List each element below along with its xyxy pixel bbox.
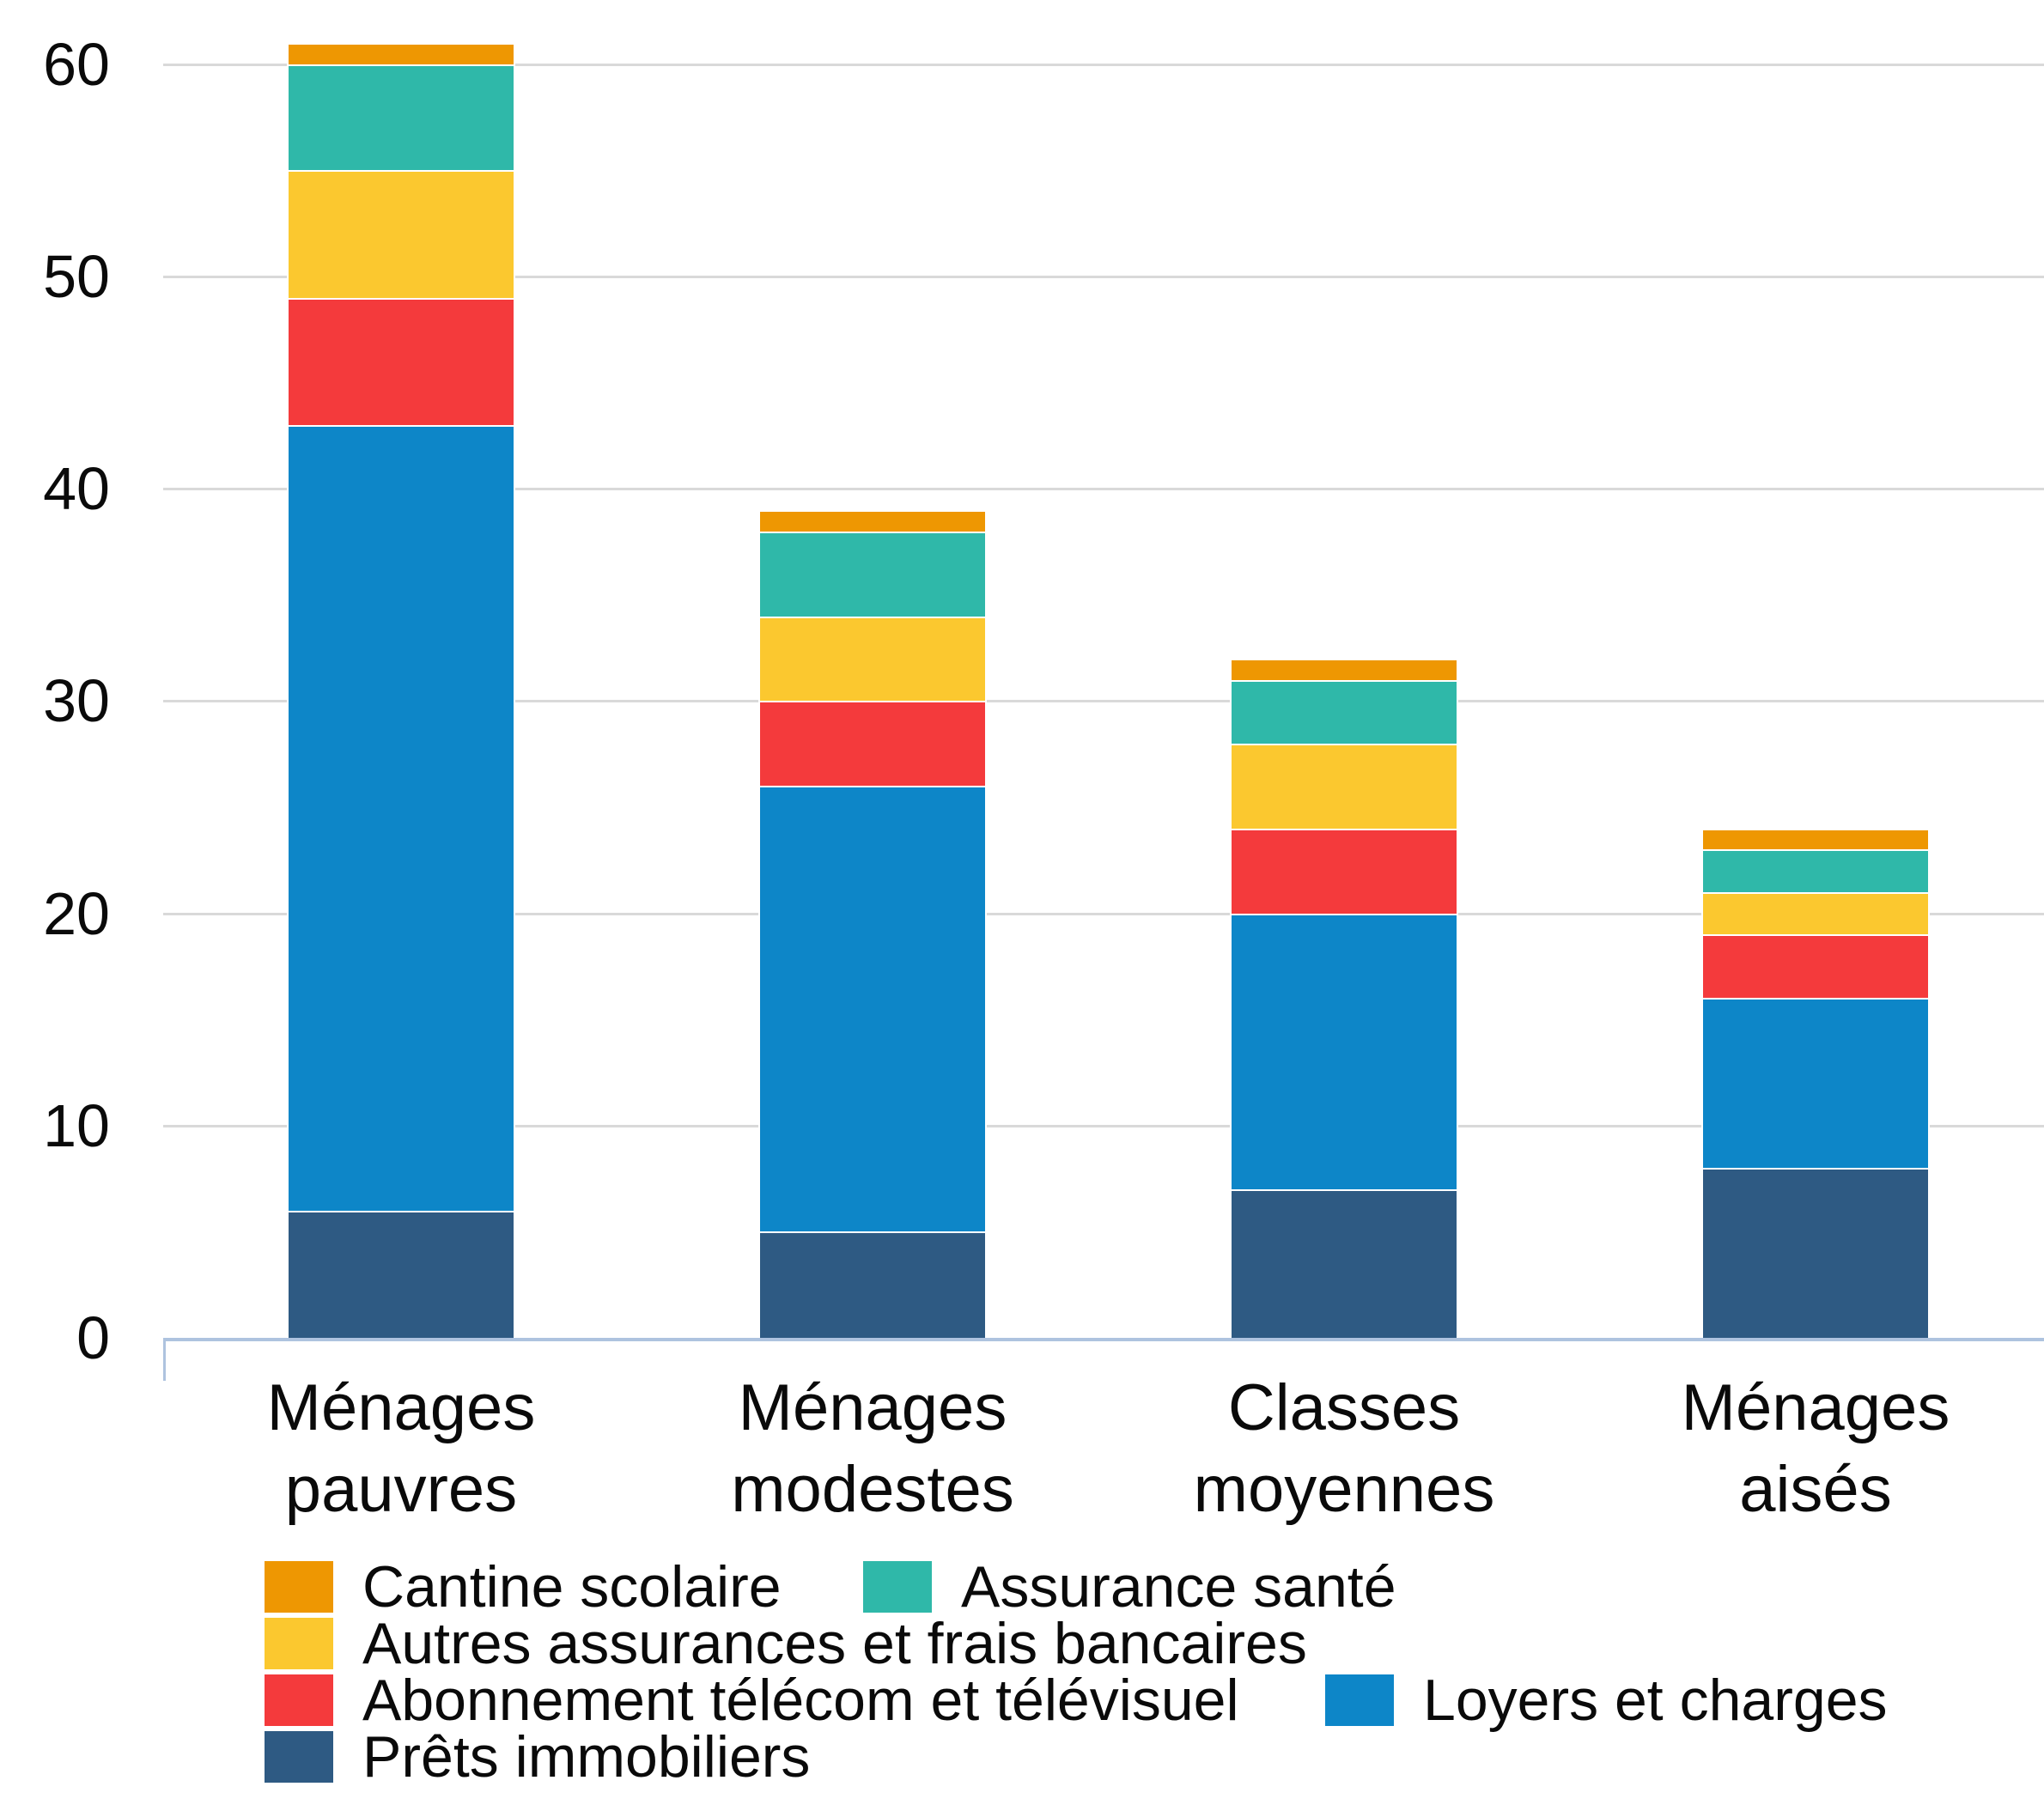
x-axis-category-label-line: moyennes bbox=[1193, 1453, 1495, 1526]
y-axis-tick-label-40: 40 bbox=[43, 455, 110, 523]
gridline-60 bbox=[163, 64, 2044, 66]
bar-segment-loyers-et-charges bbox=[1230, 913, 1458, 1189]
x-axis-category-label-line: Ménages bbox=[266, 1371, 536, 1444]
bar-segment-autres-assurances-et-frais-bancaires bbox=[1230, 743, 1458, 829]
x-axis-category-label-menages-modestes: Ménages modestes bbox=[598, 1367, 1147, 1530]
x-axis-category-label-menages-aises: Ménages aisés bbox=[1541, 1367, 2044, 1530]
bar-classes-moyennes bbox=[1230, 658, 1458, 1338]
y-axis-tick-label-20: 20 bbox=[43, 879, 110, 947]
legend-swatch-assurance-sante bbox=[863, 1561, 932, 1613]
legend-label-cantine-scolaire: Cantine scolaire bbox=[362, 1554, 782, 1620]
y-axis-tick-label-10: 10 bbox=[43, 1091, 110, 1159]
bar-segment-autres-assurances-et-frais-bancaires bbox=[1701, 891, 1930, 935]
bar-segment-cantine-scolaire bbox=[758, 509, 987, 532]
bar-segment-cantine-scolaire bbox=[1230, 658, 1458, 680]
y-axis-tick-label-60: 60 bbox=[43, 30, 110, 98]
bar-menages-modestes bbox=[758, 509, 987, 1338]
bar-segment-abonnement-telecom-et-televisuel bbox=[1230, 828, 1458, 914]
bar-segment-abonnement-telecom-et-televisuel bbox=[1701, 934, 1930, 999]
bar-segment-prets-immobiliers bbox=[287, 1210, 515, 1338]
bar-segment-assurance-sante bbox=[1230, 679, 1458, 744]
bar-segment-cantine-scolaire bbox=[287, 43, 515, 64]
bar-segment-prets-immobiliers bbox=[758, 1231, 987, 1338]
bar-segment-abonnement-telecom-et-televisuel bbox=[287, 297, 515, 426]
bar-segment-prets-immobiliers bbox=[1701, 1168, 1930, 1338]
bar-menages-aises bbox=[1701, 828, 1930, 1338]
bar-segment-assurance-sante bbox=[287, 64, 515, 171]
bar-segment-assurance-sante bbox=[1701, 849, 1930, 892]
legend-swatch-loyers-et-charges bbox=[1325, 1674, 1394, 1726]
bar-segment-prets-immobiliers bbox=[1230, 1188, 1458, 1338]
gridline-50 bbox=[163, 276, 2044, 278]
gridline-10 bbox=[163, 1125, 2044, 1127]
bar-segment-loyers-et-charges bbox=[287, 425, 515, 1211]
legend-label-prets-immobiliers: Prêts immobiliers bbox=[362, 1724, 811, 1790]
bar-segment-assurance-sante bbox=[758, 531, 987, 617]
legend-label-loyers-et-charges: Loyers et charges bbox=[1423, 1668, 1888, 1733]
legend-label-assurance-sante: Assurance santé bbox=[961, 1554, 1396, 1620]
legend-swatch-prets-immobiliers bbox=[265, 1731, 333, 1783]
gridline-40 bbox=[163, 488, 2044, 490]
bar-segment-abonnement-telecom-et-televisuel bbox=[758, 701, 987, 787]
bar-segment-loyers-et-charges bbox=[1701, 998, 1930, 1169]
x-axis-start-tick bbox=[163, 1338, 166, 1381]
x-axis-line bbox=[163, 1338, 2044, 1341]
bar-segment-autres-assurances-et-frais-bancaires bbox=[287, 170, 515, 298]
x-axis-category-label-classes-moyennes: Classes moyennes bbox=[1069, 1367, 1619, 1530]
x-axis-category-label-line: aisés bbox=[1739, 1453, 1892, 1526]
legend-swatch-autres-assurances-et-frais-bancaires bbox=[265, 1618, 333, 1669]
x-axis-category-label-line: Classes bbox=[1227, 1371, 1461, 1444]
y-axis-tick-label-0: 0 bbox=[76, 1304, 110, 1371]
bar-segment-autres-assurances-et-frais-bancaires bbox=[758, 616, 987, 702]
gridline-30 bbox=[163, 700, 2044, 702]
x-axis-category-label-line: modestes bbox=[731, 1453, 1014, 1526]
legend-label-autres-assurances-et-frais-bancaires: Autres assurances et frais bancaires bbox=[362, 1611, 1307, 1676]
legend-swatch-abonnement-telecom-et-televisuel bbox=[265, 1674, 333, 1726]
bar-menages-pauvres bbox=[287, 43, 515, 1338]
y-axis-tick-label-30: 30 bbox=[43, 667, 110, 735]
x-axis-category-label-line: Ménages bbox=[738, 1371, 1007, 1444]
x-axis-category-label-line: pauvres bbox=[284, 1453, 518, 1526]
legend-swatch-cantine-scolaire bbox=[265, 1561, 333, 1613]
x-axis-category-label-menages-pauvres: Ménages pauvres bbox=[126, 1367, 676, 1530]
x-axis-category-label-line: Ménages bbox=[1681, 1371, 1950, 1444]
y-axis-tick-label-50: 50 bbox=[43, 243, 110, 310]
bar-segment-loyers-et-charges bbox=[758, 786, 987, 1232]
legend-label-abonnement-telecom-et-televisuel: Abonnement télécom et télévisuel bbox=[362, 1668, 1239, 1733]
gridline-20 bbox=[163, 913, 2044, 915]
bar-segment-cantine-scolaire bbox=[1701, 828, 1930, 850]
